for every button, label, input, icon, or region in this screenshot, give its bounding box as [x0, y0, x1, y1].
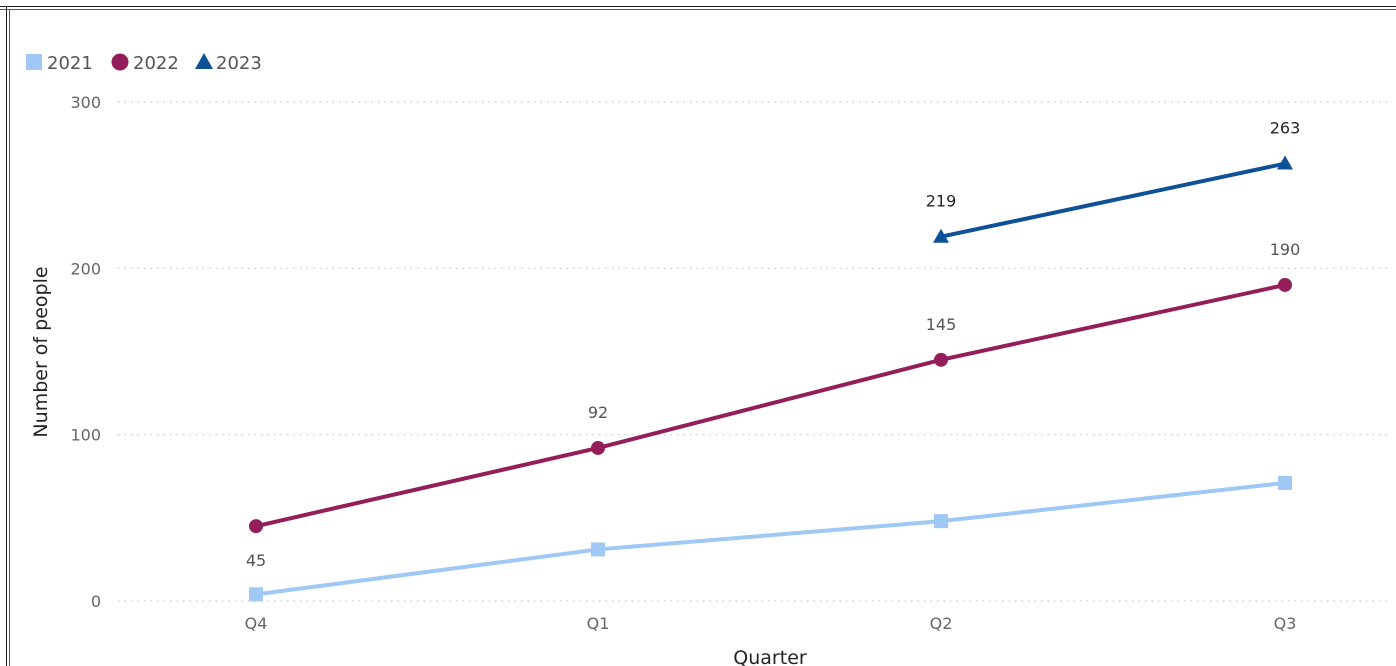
series-2021	[249, 475, 1292, 602]
series-line	[939, 161, 1287, 239]
data-label: 190	[1270, 240, 1301, 259]
data-label: 263	[1270, 119, 1301, 138]
legend-label: 2021	[47, 53, 93, 74]
x-tick-label: Q4	[245, 614, 268, 633]
data-point	[591, 542, 605, 557]
data-point	[934, 514, 948, 529]
x-axis-title: Quarter	[733, 647, 807, 666]
data-label: 92	[588, 403, 608, 422]
frame-border-left	[6, 6, 7, 666]
series-line	[254, 480, 1287, 597]
frame-border-top-inner	[0, 9, 1396, 10]
data-point	[249, 587, 263, 602]
frame-border-left-inner	[9, 9, 10, 666]
x-tick-label: Q2	[930, 614, 953, 633]
gridlines	[118, 101, 1392, 602]
legend-square-marker	[26, 54, 42, 70]
data-point	[934, 352, 948, 367]
x-axis-ticks: Q4 Q1 Q2 Q3	[245, 614, 1297, 633]
x-tick-label: Q1	[587, 614, 610, 633]
y-axis-ticks: 0 100 200 300	[70, 93, 101, 611]
data-label: 45	[246, 551, 266, 570]
series-2023	[933, 155, 1293, 243]
data-label: 219	[926, 192, 957, 211]
data-point	[933, 228, 949, 243]
series-line	[254, 282, 1287, 529]
y-tick-label: 300	[70, 93, 101, 112]
data-point	[1278, 277, 1292, 292]
chart-legend: 2021 2022 2023	[26, 53, 262, 74]
frame-border-top	[0, 6, 1396, 7]
y-tick-label: 0	[91, 592, 101, 611]
legend-item-2023[interactable]: 2023	[195, 53, 262, 74]
y-tick-label: 200	[70, 259, 101, 278]
legend-triangle-marker	[195, 53, 213, 69]
y-axis-title: Number of people	[30, 266, 52, 437]
legend-item-2022[interactable]: 2022	[111, 53, 179, 74]
series-lines	[249, 155, 1293, 602]
data-point	[1278, 475, 1292, 490]
data-point	[1277, 155, 1293, 170]
legend-label: 2023	[216, 53, 262, 74]
data-point	[591, 440, 605, 455]
data-labels: 45 92 145 190 219 263	[246, 119, 1300, 571]
legend-label: 2022	[133, 53, 179, 74]
legend-item-2021[interactable]: 2021	[26, 53, 93, 74]
legend-circle-marker	[111, 53, 129, 71]
x-tick-label: Q3	[1274, 614, 1297, 633]
data-point	[249, 519, 263, 534]
series-2022	[249, 277, 1292, 534]
y-tick-label: 100	[70, 426, 101, 445]
data-label: 145	[926, 315, 957, 334]
